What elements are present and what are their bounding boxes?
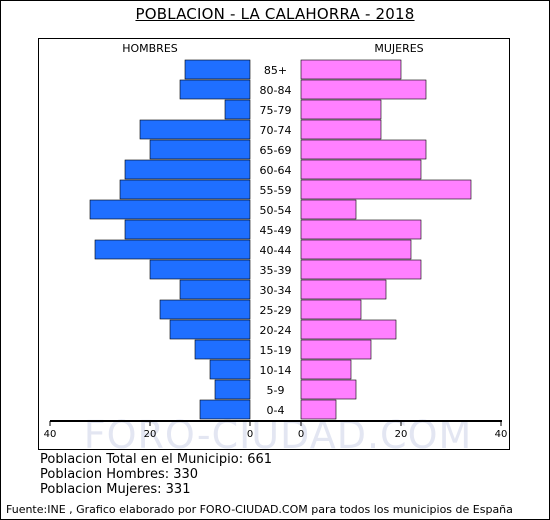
age-label-45-49: 45-49 [260, 224, 292, 237]
female-bar-45-49 [300, 219, 422, 240]
age-label-15-19: 15-19 [260, 344, 292, 357]
female-bar-25-29 [300, 299, 362, 320]
female-bar-75-79 [300, 99, 382, 120]
male-bar-85+ [184, 59, 251, 80]
age-label-85+: 85+ [264, 64, 287, 77]
age-group-labels: 85+ 80-84 75-79 70-74 65-69 60-64 55-59 50-54 45… [260, 64, 292, 417]
source-note: Fuente:INE , Grafico elaborado por FORO-… [6, 503, 513, 516]
age-label-80-84: 80-84 [260, 84, 292, 97]
female-bar-60-64 [300, 159, 422, 180]
age-label-60-64: 60-64 [260, 164, 292, 177]
male-bar-25-29 [159, 299, 251, 320]
female-bar-20-24 [300, 319, 397, 340]
age-label-70-74: 70-74 [260, 124, 292, 137]
stat-total: Poblacion Total en el Municipio: 661 [40, 452, 273, 467]
female-bar-0-4 [300, 399, 337, 420]
age-label-10-14: 10-14 [260, 364, 292, 377]
age-label-50-54: 50-54 [260, 204, 292, 217]
female-bar-70-74 [300, 119, 382, 140]
female-bar-65-69 [300, 139, 427, 160]
legend-mujeres: MUJERES [374, 42, 423, 55]
male-bar-50-54 [89, 199, 251, 220]
age-label-20-24: 20-24 [260, 324, 292, 337]
male-bar-60-64 [124, 159, 251, 180]
male-bar-80-84 [179, 79, 251, 100]
legend-hombres: HOMBRES [122, 42, 178, 55]
x-tick-right-0: 0 [298, 429, 304, 440]
age-label-35-39: 35-39 [260, 264, 292, 277]
x-tick-left-20: 20 [144, 429, 157, 440]
male-bar-70-74 [139, 119, 251, 140]
female-bar-85+ [300, 59, 402, 80]
male-bar-55-59 [119, 179, 251, 200]
age-label-55-59: 55-59 [260, 184, 292, 197]
male-bar-65-69 [149, 139, 251, 160]
population-stats: Poblacion Total en el Municipio: 661 Pob… [40, 452, 272, 497]
age-label-0-4: 0-4 [267, 404, 285, 417]
age-label-75-79: 75-79 [260, 104, 292, 117]
stat-hombres: Poblacion Hombres: 330 [40, 467, 199, 482]
female-bar-30-34 [300, 279, 387, 300]
male-bars [89, 59, 251, 420]
male-bar-30-34 [179, 279, 251, 300]
male-bar-20-24 [169, 319, 251, 340]
age-label-40-44: 40-44 [260, 244, 292, 257]
x-tick-left-40: 40 [44, 429, 57, 440]
x-tick-right-20: 20 [395, 429, 408, 440]
x-axis-ticks: 40 20 0 0 20 40 [44, 421, 508, 440]
stat-mujeres: Poblacion Mujeres: 331 [40, 482, 191, 497]
age-label-5-9: 5-9 [267, 384, 285, 397]
male-bar-15-19 [194, 339, 251, 360]
female-bar-10-14 [300, 359, 352, 380]
female-bar-35-39 [300, 259, 422, 280]
male-bar-0-4 [199, 399, 251, 420]
male-bar-10-14 [209, 359, 251, 380]
age-label-25-29: 25-29 [260, 304, 292, 317]
male-bar-45-49 [124, 219, 251, 240]
female-bar-55-59 [300, 179, 472, 200]
watermark-text: FORO-CIUDAD.COM [84, 413, 473, 457]
male-bar-5-9 [214, 379, 251, 400]
female-bar-80-84 [300, 79, 427, 100]
chart-title: POBLACION - LA CALAHORRA - 2018 [135, 5, 415, 23]
female-bars [300, 59, 472, 420]
male-bar-75-79 [224, 99, 251, 120]
x-tick-right-40: 40 [495, 429, 508, 440]
chart-plot-box [38, 38, 510, 450]
female-bar-40-44 [300, 239, 412, 260]
age-label-30-34: 30-34 [260, 284, 292, 297]
age-label-65-69: 65-69 [260, 144, 292, 157]
female-bar-15-19 [300, 339, 372, 360]
female-bar-5-9 [300, 379, 357, 400]
male-bar-40-44 [94, 239, 251, 260]
male-bar-35-39 [149, 259, 251, 280]
female-bar-50-54 [300, 199, 357, 220]
x-tick-left-0: 0 [247, 429, 253, 440]
